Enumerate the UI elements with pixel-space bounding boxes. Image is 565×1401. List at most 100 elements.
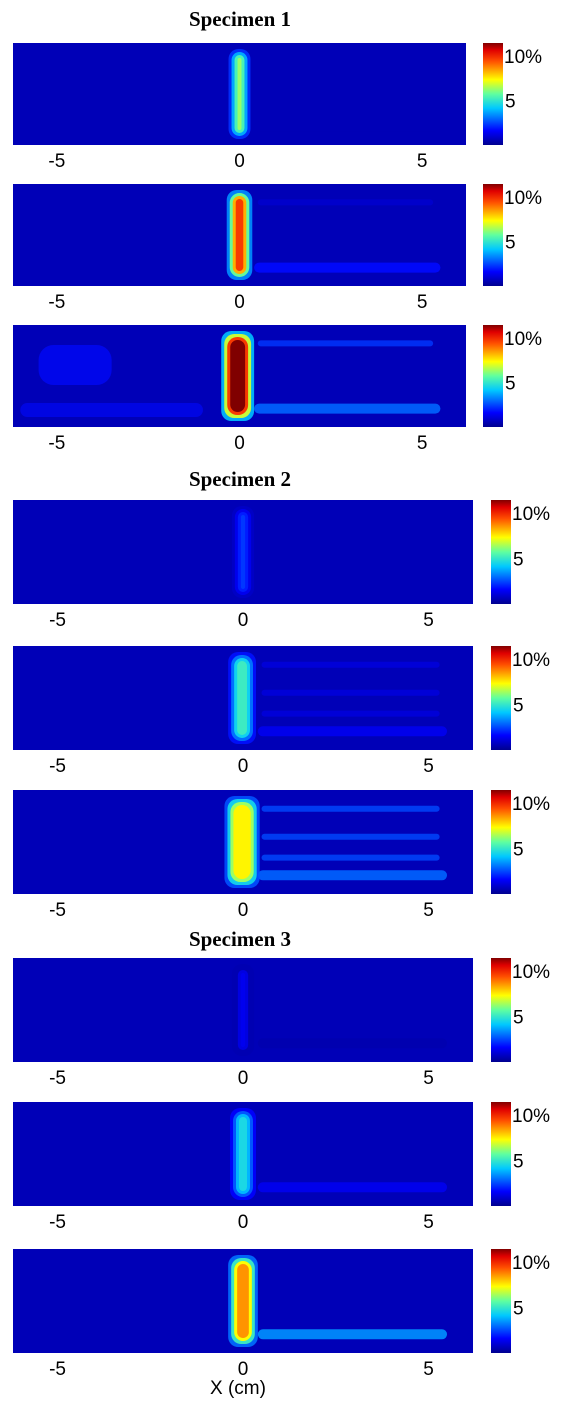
- x-tick-label: 0: [234, 433, 245, 454]
- colorbar-gradient: [491, 500, 511, 604]
- x-tick-label: 5: [423, 1068, 434, 1089]
- colorbar-mid-label: 5: [513, 1008, 524, 1029]
- colorbar-max-label: 10%: [512, 794, 550, 815]
- heatmap-band-layer: [239, 1117, 247, 1191]
- colorbar-3-3: 10% 5: [491, 1249, 550, 1353]
- colorbar-mid-label: 5: [505, 91, 516, 112]
- heatmap-streak: [254, 403, 441, 414]
- x-tick-label: -5: [49, 1068, 66, 1089]
- heatmap-streak: [257, 199, 434, 206]
- colorbar-max-label: 10%: [504, 47, 542, 68]
- x-tick-label: -5: [49, 610, 66, 631]
- x-tick-label: 0: [238, 1359, 249, 1380]
- colorbar-gradient: [491, 1102, 511, 1206]
- specimen-2-panel-1: -5 0 5: [13, 500, 473, 631]
- x-tick-label: 5: [417, 292, 428, 313]
- x-tick-label: 5: [417, 151, 428, 172]
- x-tick-label: 5: [417, 433, 428, 454]
- colorbar-1-2: 10% 5: [483, 184, 542, 286]
- colorbar-mid-label: 5: [513, 1152, 524, 1173]
- colorbar-gradient: [491, 646, 511, 750]
- x-tick-label: 5: [423, 1359, 434, 1380]
- heatmap-band-layer: [235, 199, 244, 271]
- heatmap-band-layer: [230, 340, 246, 412]
- heatmap-streak: [261, 710, 440, 717]
- colorbar-gradient: [483, 184, 503, 286]
- colorbar-max-label: 10%: [504, 329, 542, 350]
- x-tick-label: 0: [234, 292, 245, 313]
- specimen-1-panel-2: -5 0 5: [13, 184, 466, 313]
- colorbar-mid-label: 5: [513, 696, 524, 717]
- heatmap-streak: [261, 805, 440, 812]
- x-tick-label: -5: [49, 1212, 66, 1233]
- heatmap-streak: [257, 1038, 448, 1049]
- specimen-3-panel-3: -5 0 5: [13, 1249, 473, 1380]
- x-tick-label: 0: [234, 151, 245, 172]
- colorbar-gradient: [491, 790, 511, 894]
- colorbar-gradient: [491, 958, 511, 1062]
- colorbar-max-label: 10%: [512, 650, 550, 671]
- heatmap-streak: [254, 121, 441, 132]
- heatmap-streak: [261, 689, 440, 696]
- specimen-3-panel-1: -5 0 5: [13, 958, 473, 1089]
- x-tick-label: 5: [423, 756, 434, 777]
- heatmap-noise-region: [20, 403, 203, 417]
- heatmap-streak: [261, 661, 440, 668]
- x-tick-label: -5: [48, 433, 65, 454]
- specimen-1-panel-3: -5 0 5: [13, 325, 466, 454]
- specimen-2-title: Specimen 2: [189, 467, 291, 491]
- x-tick-label: 0: [238, 756, 249, 777]
- heatmap-panels: -5 0 5 -5 0 5 -5 0 5 -5 0 5 -5 0 5 -5 0 5 -5 0 5 -5 0 5 -5 0 5: [13, 43, 473, 1380]
- x-axis-label: X (cm): [210, 1378, 266, 1399]
- colorbar-1-3: 10% 5: [483, 325, 542, 427]
- colorbar-max-label: 10%: [512, 1253, 550, 1274]
- colorbar-2-1: 10% 5: [491, 500, 550, 604]
- heatmap-streak: [257, 340, 434, 347]
- heatmap-streak: [261, 833, 440, 840]
- heatmap-band-layer: [233, 805, 251, 879]
- specimen-2-panel-3: -5 0 5: [13, 790, 473, 921]
- x-tick-label: 5: [423, 610, 434, 631]
- heatmap-band-layer: [240, 973, 246, 1047]
- colorbar-2-3: 10% 5: [491, 790, 550, 894]
- colorbar-2-2: 10% 5: [491, 646, 550, 750]
- x-tick-label: 5: [423, 1212, 434, 1233]
- x-tick-label: -5: [48, 151, 65, 172]
- heatmap-streak: [257, 1182, 448, 1193]
- colorbar-max-label: 10%: [504, 188, 542, 209]
- colorbar-gradient: [491, 1249, 511, 1353]
- colorbar-max-label: 10%: [512, 962, 550, 983]
- x-tick-label: -5: [49, 900, 66, 921]
- colorbar-mid-label: 5: [513, 840, 524, 861]
- colorbar-mid-label: 5: [505, 232, 516, 253]
- specimen-1-title: Specimen 1: [189, 7, 291, 31]
- x-tick-label: -5: [49, 756, 66, 777]
- x-tick-label: 5: [423, 900, 434, 921]
- colorbars: 10% 5 10% 5 10% 5 10% 5 10% 5 10% 5 10% 5 10% 5 10% 5: [483, 43, 550, 1353]
- x-tick-label: -5: [49, 1359, 66, 1380]
- colorbar-gradient: [483, 325, 503, 427]
- x-tick-label: 0: [238, 1068, 249, 1089]
- x-tick-label: -5: [48, 292, 65, 313]
- specimen-1-panel-1: -5 0 5: [13, 43, 466, 172]
- heatmap-streak: [257, 1329, 448, 1340]
- heatmap-streak: [261, 854, 440, 861]
- heatmap-noise-region: [38, 345, 112, 385]
- heatmap-band-layer: [237, 661, 247, 735]
- colorbar-max-label: 10%: [512, 1106, 550, 1127]
- heatmap-streak: [257, 870, 448, 881]
- heatmap-band-layer: [237, 1264, 249, 1338]
- colorbar-1-1: 10% 5: [483, 43, 542, 145]
- x-tick-label: 0: [238, 900, 249, 921]
- colorbar-3-2: 10% 5: [491, 1102, 550, 1206]
- x-tick-label: 0: [238, 1212, 249, 1233]
- colorbar-mid-label: 5: [505, 373, 516, 394]
- specimen-3-panel-2: -5 0 5: [13, 1102, 473, 1233]
- colorbar-3-1: 10% 5: [491, 958, 550, 1062]
- specimen-2-panel-2: -5 0 5: [13, 646, 473, 777]
- heatmap-streak: [257, 726, 448, 737]
- colorbar-mid-label: 5: [513, 1299, 524, 1320]
- heatmap-band-layer: [237, 58, 242, 130]
- heatmap-band-layer: [240, 515, 246, 589]
